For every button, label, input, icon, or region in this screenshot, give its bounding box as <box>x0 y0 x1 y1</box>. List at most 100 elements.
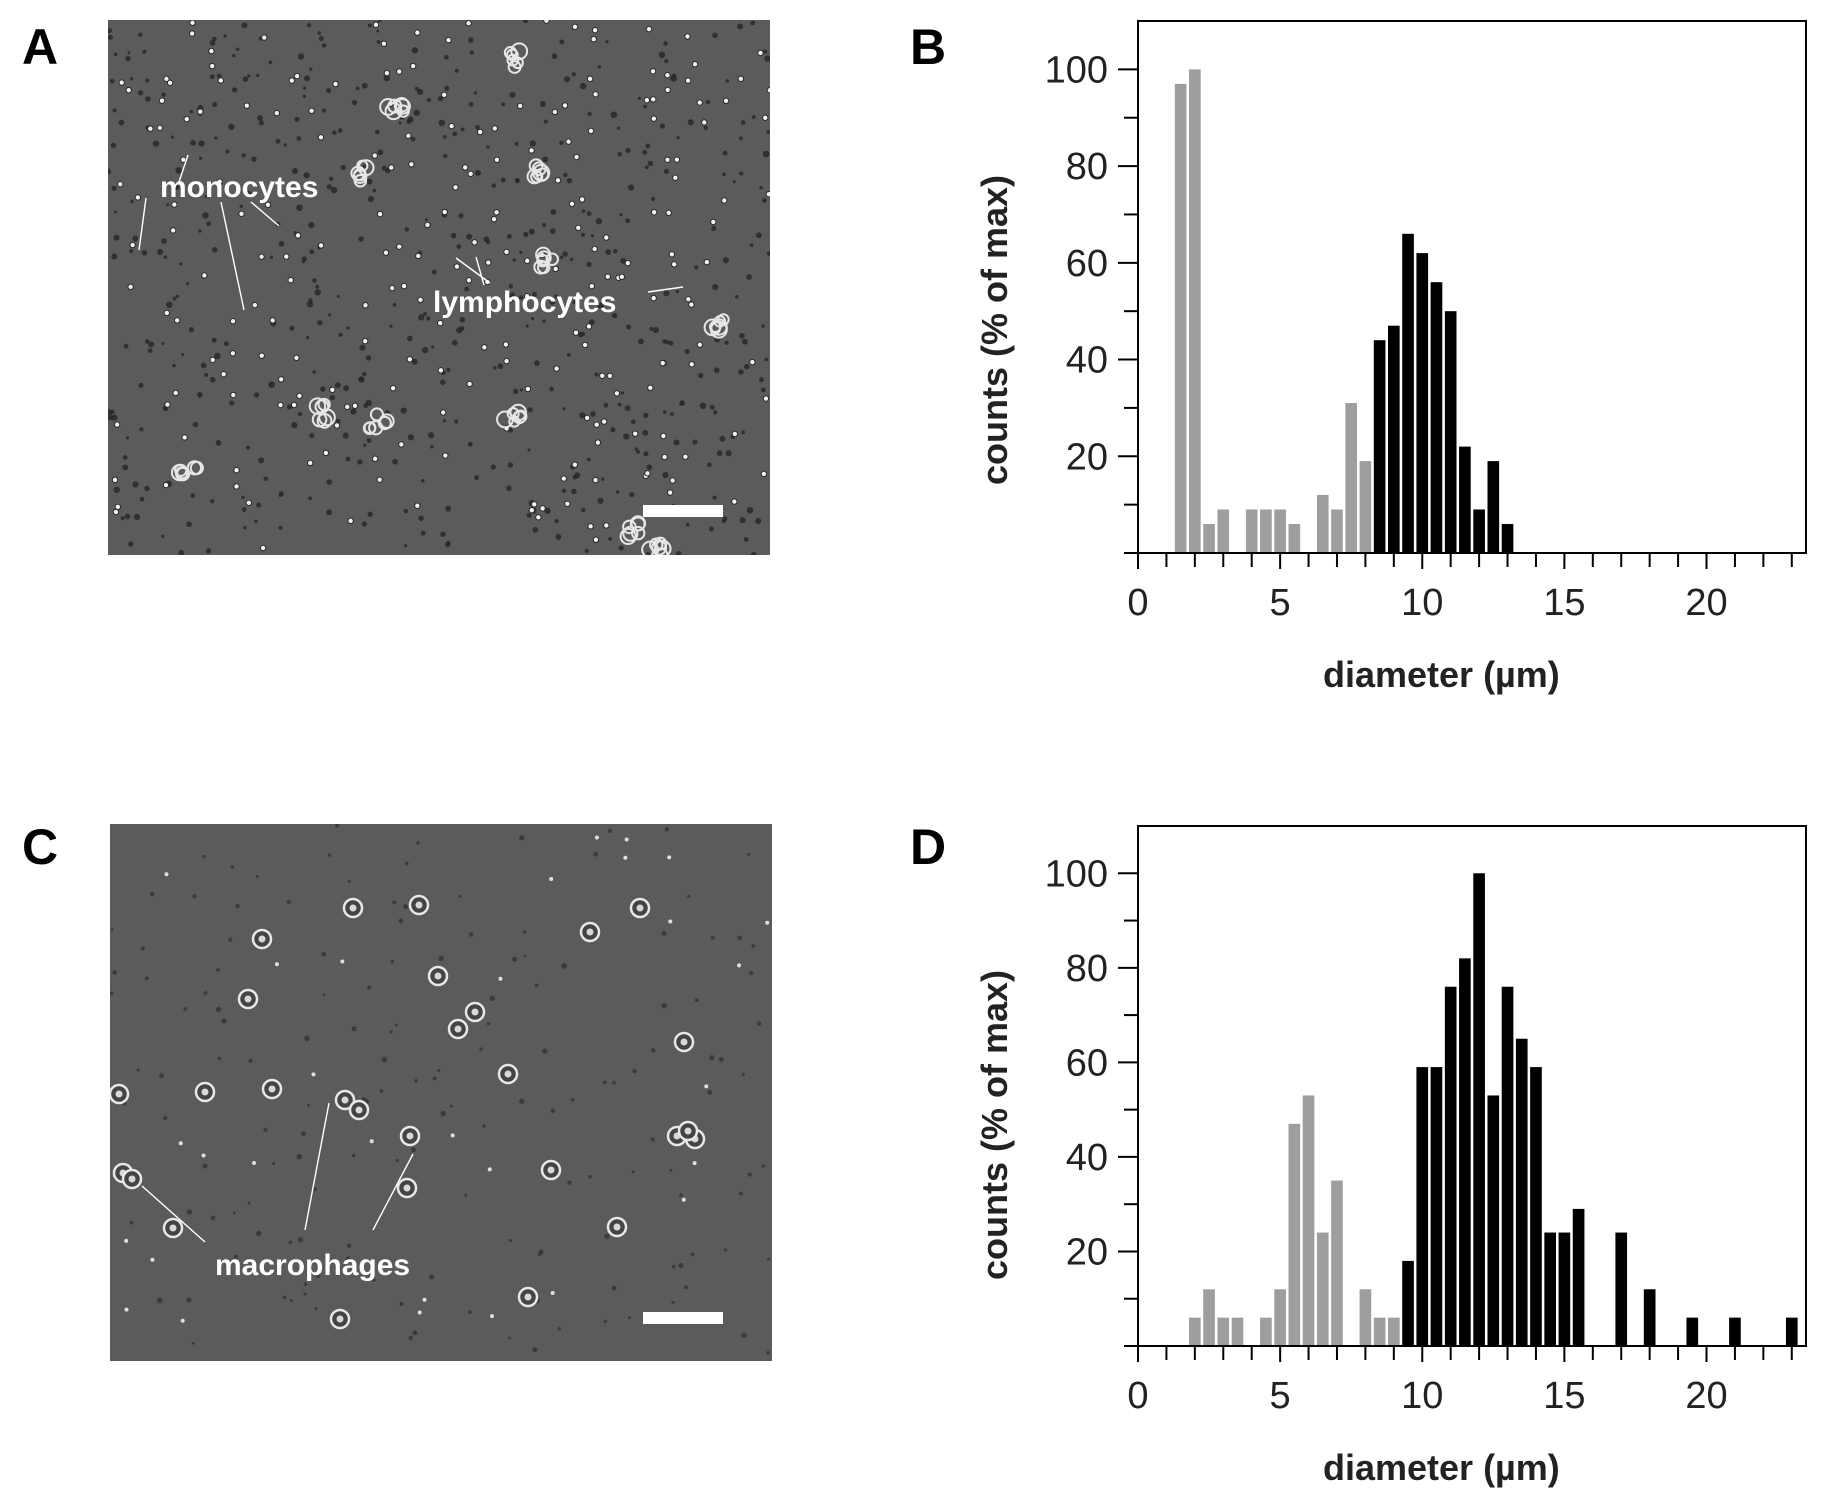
bar <box>1501 986 1514 1346</box>
bar <box>1416 1067 1429 1346</box>
bar <box>1359 1289 1372 1346</box>
y-tick-label: 100 <box>1045 49 1108 91</box>
x-tick-label: 15 <box>1543 1375 1585 1417</box>
bar <box>1288 523 1301 553</box>
bar <box>1388 325 1400 553</box>
bar <box>1615 1232 1628 1346</box>
pointer-line <box>647 286 684 293</box>
y-tick-label: 80 <box>1066 948 1108 990</box>
bar <box>1544 1232 1556 1346</box>
chart-d-xlabel: diameter (µm) <box>1323 1447 1560 1488</box>
label-macrophages: macrophages <box>215 1249 411 1282</box>
scale-bar-a <box>643 505 723 517</box>
y-tick-label: 20 <box>1066 1231 1108 1273</box>
bar <box>1274 509 1286 553</box>
y-tick-label: 20 <box>1066 436 1108 478</box>
y-tick-label: 100 <box>1045 853 1108 895</box>
bar <box>1189 69 1201 553</box>
bar <box>1572 1208 1585 1346</box>
bar <box>1515 1038 1528 1346</box>
bar <box>1359 461 1372 553</box>
bar <box>1430 1067 1443 1346</box>
bar <box>1189 1317 1201 1346</box>
bar <box>1686 1317 1699 1346</box>
pointer-line <box>138 197 147 251</box>
micrograph-a-cells <box>108 20 770 555</box>
bar <box>1729 1317 1741 1346</box>
bar <box>1331 509 1343 553</box>
bar <box>1345 403 1358 553</box>
x-tick-label: 10 <box>1401 1375 1443 1417</box>
x-tick-label: 20 <box>1685 582 1727 624</box>
bar <box>1316 1232 1329 1346</box>
x-tick-label: 5 <box>1270 582 1291 624</box>
plot-frame <box>1137 825 1807 1347</box>
micrograph-a: monocytes lymphocytes <box>108 20 770 555</box>
bar <box>1217 1317 1230 1346</box>
bar <box>1203 1289 1215 1346</box>
bar <box>1373 340 1386 553</box>
bar <box>1444 311 1457 553</box>
bar <box>1174 83 1187 553</box>
bar <box>1459 958 1471 1346</box>
x-tick-label: 10 <box>1401 582 1443 624</box>
chart-b: 0 5 10 15 20 20 40 60 80 100 <box>1045 20 1807 624</box>
bar <box>1416 253 1429 554</box>
bar <box>1530 1067 1542 1346</box>
scale-bar-c <box>643 1312 723 1324</box>
bar <box>1473 873 1485 1346</box>
x-tick-label: 20 <box>1685 1375 1727 1417</box>
label-lymphocytes: lymphocytes <box>433 286 617 319</box>
pointer-line <box>220 201 245 311</box>
y-tick-label: 60 <box>1066 1042 1108 1084</box>
bar <box>1444 986 1457 1346</box>
chart-b-plot: 0 5 10 15 20 20 40 60 80 100 <box>1045 20 1807 624</box>
pointer-line <box>475 256 485 286</box>
y-tick-label: 40 <box>1066 340 1108 382</box>
bar <box>1245 509 1258 553</box>
pointer-line <box>455 257 491 284</box>
micrograph-c: macrophages <box>110 824 772 1361</box>
bar <box>1459 446 1471 553</box>
bar <box>1331 1180 1343 1346</box>
bar <box>1274 1289 1286 1346</box>
bar <box>1231 1317 1244 1346</box>
bar <box>1473 509 1485 553</box>
x-tick-label: 0 <box>1127 1375 1148 1417</box>
bar <box>1501 523 1514 553</box>
bar <box>1302 1095 1315 1346</box>
panel-label-a: A <box>22 19 59 75</box>
bar <box>1316 494 1329 553</box>
bar <box>1260 509 1272 553</box>
bar <box>1558 1232 1571 1346</box>
bar <box>1288 1123 1301 1346</box>
pointer-line <box>304 1102 330 1231</box>
bar <box>1388 1317 1400 1346</box>
y-tick-label: 80 <box>1066 146 1108 188</box>
x-tick-label: 5 <box>1270 1375 1291 1417</box>
pointer-line <box>178 154 189 183</box>
x-tick-label: 15 <box>1543 582 1585 624</box>
bar <box>1487 461 1500 553</box>
bar <box>1260 1317 1272 1346</box>
bar <box>1402 233 1414 554</box>
pointer-line <box>372 1153 414 1231</box>
bar <box>1487 1095 1500 1346</box>
bar <box>1430 282 1443 553</box>
pointer-line <box>141 1185 206 1243</box>
chart-d-ylabel: counts (% of max) <box>974 969 1015 1280</box>
bar <box>1643 1289 1656 1346</box>
bar <box>1203 523 1215 553</box>
pointer-line <box>250 201 280 227</box>
chart-b-xlabel: diameter (µm) <box>1323 654 1560 695</box>
x-tick-label: 0 <box>1127 582 1148 624</box>
micrograph-c-cells <box>110 824 770 1355</box>
bar <box>1373 1317 1386 1346</box>
y-tick-label: 60 <box>1066 243 1108 285</box>
bar <box>1785 1317 1798 1346</box>
panel-label-d: D <box>910 819 947 875</box>
bar <box>1402 1260 1414 1346</box>
y-tick-label: 40 <box>1066 1137 1108 1179</box>
label-monocytes: monocytes <box>160 171 319 204</box>
